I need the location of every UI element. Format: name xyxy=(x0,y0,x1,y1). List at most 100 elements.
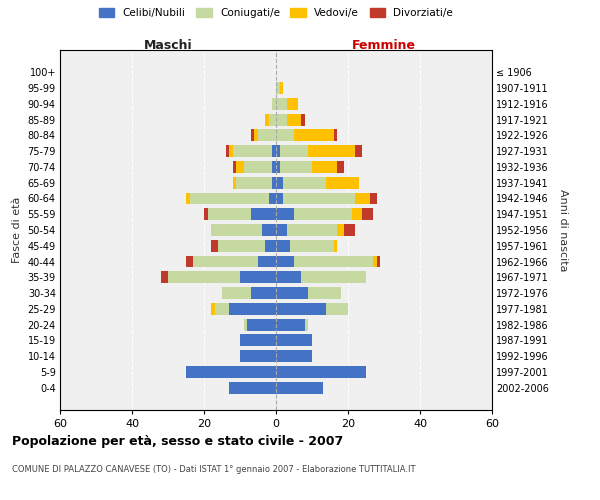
Bar xyxy=(334,240,337,252)
Text: Maschi: Maschi xyxy=(143,39,193,52)
Bar xyxy=(280,161,312,173)
Bar xyxy=(190,192,269,204)
Bar xyxy=(247,318,276,330)
Bar xyxy=(308,145,355,157)
Bar xyxy=(283,177,326,188)
Bar xyxy=(254,130,258,141)
Bar xyxy=(211,240,218,252)
Bar xyxy=(294,130,334,141)
Bar xyxy=(265,240,276,252)
Bar xyxy=(276,256,294,268)
Bar xyxy=(222,287,251,299)
Bar xyxy=(262,224,276,236)
Bar xyxy=(355,145,362,157)
Bar xyxy=(269,192,276,204)
Bar xyxy=(377,256,380,268)
Bar xyxy=(229,303,276,315)
Bar xyxy=(251,208,276,220)
Bar xyxy=(276,303,326,315)
Bar xyxy=(276,224,287,236)
Bar xyxy=(301,272,366,283)
Bar xyxy=(344,224,355,236)
Bar xyxy=(236,161,244,173)
Bar xyxy=(276,208,294,220)
Bar xyxy=(211,224,262,236)
Bar xyxy=(287,114,301,126)
Bar xyxy=(305,318,308,330)
Text: Popolazione per età, sesso e stato civile - 2007: Popolazione per età, sesso e stato civil… xyxy=(12,435,343,448)
Bar xyxy=(276,240,290,252)
Bar xyxy=(265,114,269,126)
Bar xyxy=(211,303,215,315)
Bar xyxy=(290,240,334,252)
Bar xyxy=(240,334,276,346)
Bar xyxy=(229,382,276,394)
Bar xyxy=(269,114,276,126)
Bar xyxy=(258,256,276,268)
Bar xyxy=(233,145,272,157)
Bar xyxy=(276,287,308,299)
Bar xyxy=(168,272,240,283)
Bar xyxy=(276,272,301,283)
Text: Femmine: Femmine xyxy=(352,39,416,52)
Bar xyxy=(326,177,359,188)
Bar xyxy=(287,224,337,236)
Bar xyxy=(251,130,254,141)
Bar xyxy=(287,98,298,110)
Bar xyxy=(204,208,208,220)
Text: COMUNE DI PALAZZO CANAVESE (TO) - Dati ISTAT 1° gennaio 2007 - Elaborazione TUTT: COMUNE DI PALAZZO CANAVESE (TO) - Dati I… xyxy=(12,465,415,474)
Bar xyxy=(352,208,362,220)
Bar xyxy=(280,145,308,157)
Bar xyxy=(276,350,312,362)
Bar xyxy=(193,256,258,268)
Bar xyxy=(337,224,344,236)
Bar xyxy=(272,98,276,110)
Bar xyxy=(337,161,344,173)
Bar xyxy=(362,208,373,220)
Bar xyxy=(326,303,348,315)
Bar xyxy=(186,366,276,378)
Bar xyxy=(276,382,323,394)
Bar xyxy=(312,161,337,173)
Bar xyxy=(294,256,373,268)
Bar xyxy=(244,318,247,330)
Bar xyxy=(226,145,229,157)
Bar xyxy=(236,177,272,188)
Bar xyxy=(233,177,236,188)
Bar xyxy=(276,334,312,346)
Bar xyxy=(301,114,305,126)
Bar xyxy=(215,303,229,315)
Bar xyxy=(373,256,377,268)
Bar xyxy=(272,145,276,157)
Bar xyxy=(186,192,190,204)
Bar xyxy=(276,114,287,126)
Bar xyxy=(276,145,280,157)
Bar xyxy=(276,161,280,173)
Bar xyxy=(258,130,276,141)
Bar xyxy=(251,287,276,299)
Bar xyxy=(276,318,305,330)
Bar xyxy=(276,130,294,141)
Bar xyxy=(229,145,233,157)
Bar xyxy=(280,82,283,94)
Bar xyxy=(370,192,377,204)
Bar xyxy=(283,192,355,204)
Bar xyxy=(308,287,341,299)
Bar xyxy=(240,350,276,362)
Bar xyxy=(276,98,287,110)
Bar xyxy=(294,208,352,220)
Bar xyxy=(240,272,276,283)
Bar xyxy=(355,192,370,204)
Bar xyxy=(244,161,272,173)
Bar xyxy=(334,130,337,141)
Bar xyxy=(276,177,283,188)
Bar xyxy=(276,192,283,204)
Bar xyxy=(272,161,276,173)
Bar xyxy=(218,240,265,252)
Bar xyxy=(276,366,366,378)
Y-axis label: Fasce di età: Fasce di età xyxy=(12,197,22,263)
Bar xyxy=(208,208,251,220)
Y-axis label: Anni di nascita: Anni di nascita xyxy=(559,188,568,271)
Bar xyxy=(233,161,236,173)
Bar xyxy=(276,82,280,94)
